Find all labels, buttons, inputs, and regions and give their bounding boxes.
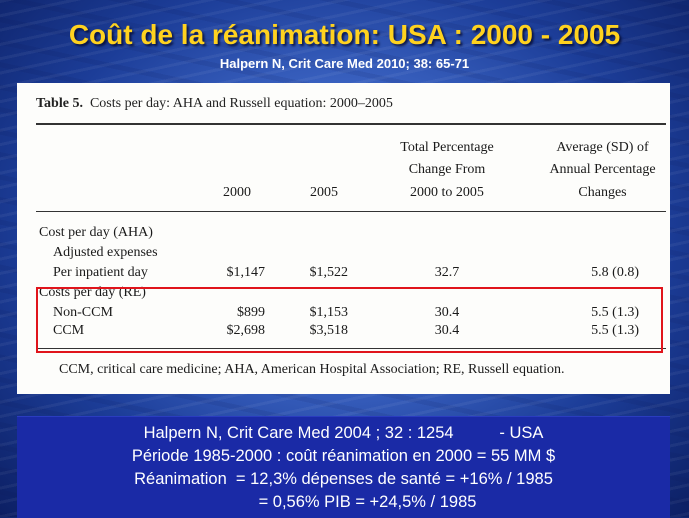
table-caption-label: Table 5. — [36, 96, 83, 111]
table-caption-text: Costs per day: AHA and Russell equation:… — [89, 96, 393, 111]
cell-2005: $1,153 — [309, 305, 349, 320]
table-header-rule — [36, 211, 666, 212]
header-avg-line3: Changes — [578, 185, 627, 200]
table-image-panel: Table 5. Costs per day: AHA and Russell … — [17, 83, 670, 394]
table-caption: Table 5. Costs per day: AHA and Russell … — [36, 96, 393, 112]
cell-total: 32.7 — [434, 265, 460, 280]
row-label: Per inpatient day — [53, 265, 148, 280]
cell-2000: $899 — [237, 305, 265, 320]
cell-2000: $2,698 — [226, 323, 266, 338]
header-2000: 2000 — [223, 185, 251, 200]
table-bottom-rule — [36, 348, 666, 349]
table-top-rule — [36, 123, 666, 125]
cell-avg: 5.5 (1.3) — [591, 305, 639, 320]
row-label: CCM — [53, 323, 85, 338]
cell-avg: 5.8 (0.8) — [591, 265, 639, 280]
cell-2005: $3,518 — [309, 323, 349, 338]
header-total-line3: 2000 to 2005 — [410, 185, 484, 200]
slide-title: Coût de la réanimation: USA : 2000 - 200… — [68, 19, 621, 50]
highlight-box — [36, 287, 663, 353]
cell-2000: $1,147 — [226, 265, 266, 280]
header-avg-line2: Annual Percentage — [549, 162, 656, 177]
cell-total: 30.4 — [434, 323, 460, 338]
header-total-line2: Change From — [408, 162, 486, 177]
header-2005: 2005 — [310, 185, 338, 200]
row-label: Non-CCM — [53, 305, 113, 320]
cell-2005: $1,522 — [309, 265, 349, 280]
info-line-share: Réanimation = 12,3% dépenses de santé = … — [134, 470, 553, 488]
info-line-gdp: = 0,56% PIB = +24,5% / 1985 — [258, 493, 477, 511]
slide-subtitle: Halpern N, Crit Care Med 2010; 38: 65-71 — [219, 56, 470, 71]
cell-avg: 5.5 (1.3) — [591, 323, 639, 338]
row-label: Cost per day (AHA) — [39, 225, 153, 240]
info-line-period: Période 1985-2000 : coût réanimation en … — [131, 447, 556, 465]
row-label: Adjusted expenses — [53, 245, 158, 260]
header-avg-line1: Average (SD) of — [556, 140, 649, 155]
info-line-reference: Halpern N, Crit Care Med 2004 ; 32 : 125… — [143, 424, 544, 442]
header-total-line1: Total Percentage — [400, 140, 494, 155]
info-box: Halpern N, Crit Care Med 2004 ; 32 : 125… — [17, 416, 670, 518]
table-footnote: CCM, critical care medicine; AHA, Americ… — [59, 362, 565, 377]
cell-total: 30.4 — [434, 305, 460, 320]
